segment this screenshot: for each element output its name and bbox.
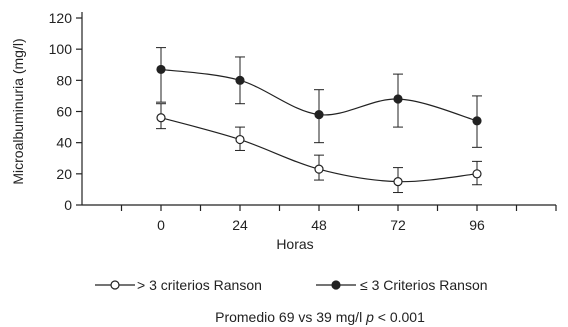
x-tick-label: 0 bbox=[157, 217, 165, 233]
x-axis-label: Horas bbox=[276, 236, 313, 252]
x-tick-label: 96 bbox=[469, 217, 485, 233]
legend-open-marker bbox=[110, 280, 120, 290]
series-1 bbox=[156, 47, 482, 148]
open-point bbox=[156, 113, 166, 123]
y-tick-label: 100 bbox=[49, 41, 73, 57]
open-point bbox=[393, 177, 403, 187]
x-ticks: 0 24 48 72 96 bbox=[120, 205, 557, 233]
series-0 bbox=[156, 103, 482, 194]
legend-item-filled bbox=[316, 280, 356, 290]
footnote: Promedio 69 vs 39 mg/l p < 0.001 bbox=[215, 309, 425, 325]
x-tick-label: 24 bbox=[232, 217, 248, 233]
legend-filled-marker bbox=[331, 280, 341, 290]
open-point bbox=[235, 134, 245, 145]
footnote-prefix: Promedio 69 vs 39 mg/l bbox=[215, 309, 366, 325]
filled-point bbox=[472, 116, 482, 126]
y-tick-label: 60 bbox=[56, 104, 72, 120]
legend: > 3 criterios Ranson ≤ 3 Criterios Ranso… bbox=[95, 277, 488, 293]
filled-point bbox=[156, 64, 166, 75]
y-tick-label: 120 bbox=[49, 10, 73, 26]
series-layer bbox=[156, 47, 482, 194]
y-tick-label: 40 bbox=[56, 135, 72, 151]
x-tick-label: 48 bbox=[311, 217, 327, 233]
y-axis-label: Microalbuminuria (mg/l) bbox=[10, 38, 26, 184]
legend-label-filled: ≤ 3 Criterios Ranson bbox=[360, 277, 488, 293]
y-tick-label: 20 bbox=[56, 166, 72, 182]
filled-point bbox=[393, 94, 403, 104]
legend-label-open: > 3 criterios Ranson bbox=[137, 277, 262, 293]
filled-point bbox=[314, 110, 324, 120]
open-point bbox=[472, 169, 482, 179]
y-tick-label: 80 bbox=[56, 72, 72, 88]
filled-point bbox=[235, 75, 245, 85]
open-point bbox=[314, 164, 324, 174]
y-ticks: 0 20 40 60 80 100 120 bbox=[49, 10, 82, 213]
footnote-suffix: < 0.001 bbox=[374, 309, 425, 325]
y-tick-label: 0 bbox=[64, 197, 72, 213]
legend-item-open bbox=[95, 280, 135, 290]
x-tick-label: 72 bbox=[390, 217, 406, 233]
footnote-italic: p bbox=[365, 309, 374, 325]
